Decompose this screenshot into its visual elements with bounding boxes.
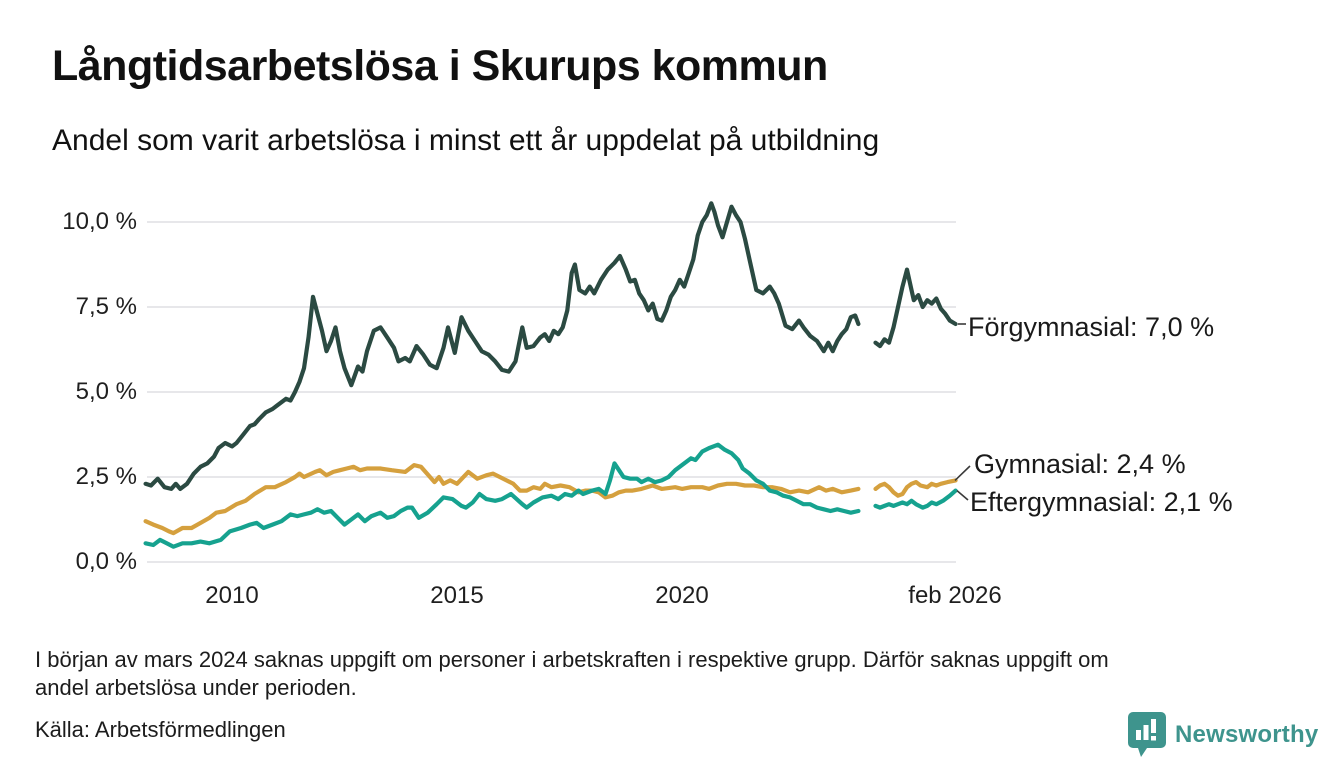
connector-eftergymnasial — [956, 489, 969, 501]
y-axis-tick-10: 10,0 % — [62, 208, 137, 235]
page-title: Långtidsarbetslösa i Skurups kommun — [52, 42, 828, 90]
y-axis-tick-7-5: 7,5 % — [75, 293, 137, 320]
newsworthy-logo-text: Newsworthy — [1175, 721, 1319, 748]
footnote-line-1: I början av mars 2024 saknas uppgift om … — [35, 647, 1109, 672]
line-gymnasial-after-gap — [873, 478, 958, 498]
line-förgymnasial — [143, 201, 861, 491]
series-label-gymnasial: Gymnasial: 2,4 % — [974, 449, 1186, 479]
series-label-forgymnasial: Förgymnasial: 7,0 % — [968, 312, 1215, 342]
connector-gymnasial — [954, 465, 971, 481]
line-eftergymnasial-after-gap — [873, 488, 958, 510]
chart-subtitle: Andel som varit arbetslösa i minst ett å… — [52, 124, 880, 157]
line-eftergymnasial — [143, 442, 861, 549]
x-axis-tick-2010: 2010 — [205, 582, 259, 609]
y-axis-tick-5: 5,0 % — [75, 378, 137, 405]
chart-footnote: I början av mars 2024 saknas uppgift om … — [35, 646, 1305, 702]
source-credit: Källa: Arbetsförmedlingen — [35, 717, 286, 742]
series-label-eftergymnasial: Eftergymnasial: 2,1 % — [970, 487, 1233, 517]
y-axis-tick-0: 0,0 % — [75, 548, 137, 575]
x-axis-tick-2015: 2015 — [430, 582, 484, 609]
line-förgymnasial-after-gap — [873, 267, 958, 349]
newsworthy-logo: Newsworthy — [1127, 711, 1318, 759]
newsworthy-logo-icon — [1128, 712, 1166, 757]
y-axis-tick-2-5: 2,5 % — [75, 463, 137, 490]
footnote-line-2: andel arbetslösa under perioden. — [35, 675, 357, 700]
x-axis-tick-feb-2026: feb 2026 — [908, 582, 1002, 609]
line-gymnasial — [143, 463, 861, 536]
x-axis-tick-2020: 2020 — [655, 582, 709, 609]
